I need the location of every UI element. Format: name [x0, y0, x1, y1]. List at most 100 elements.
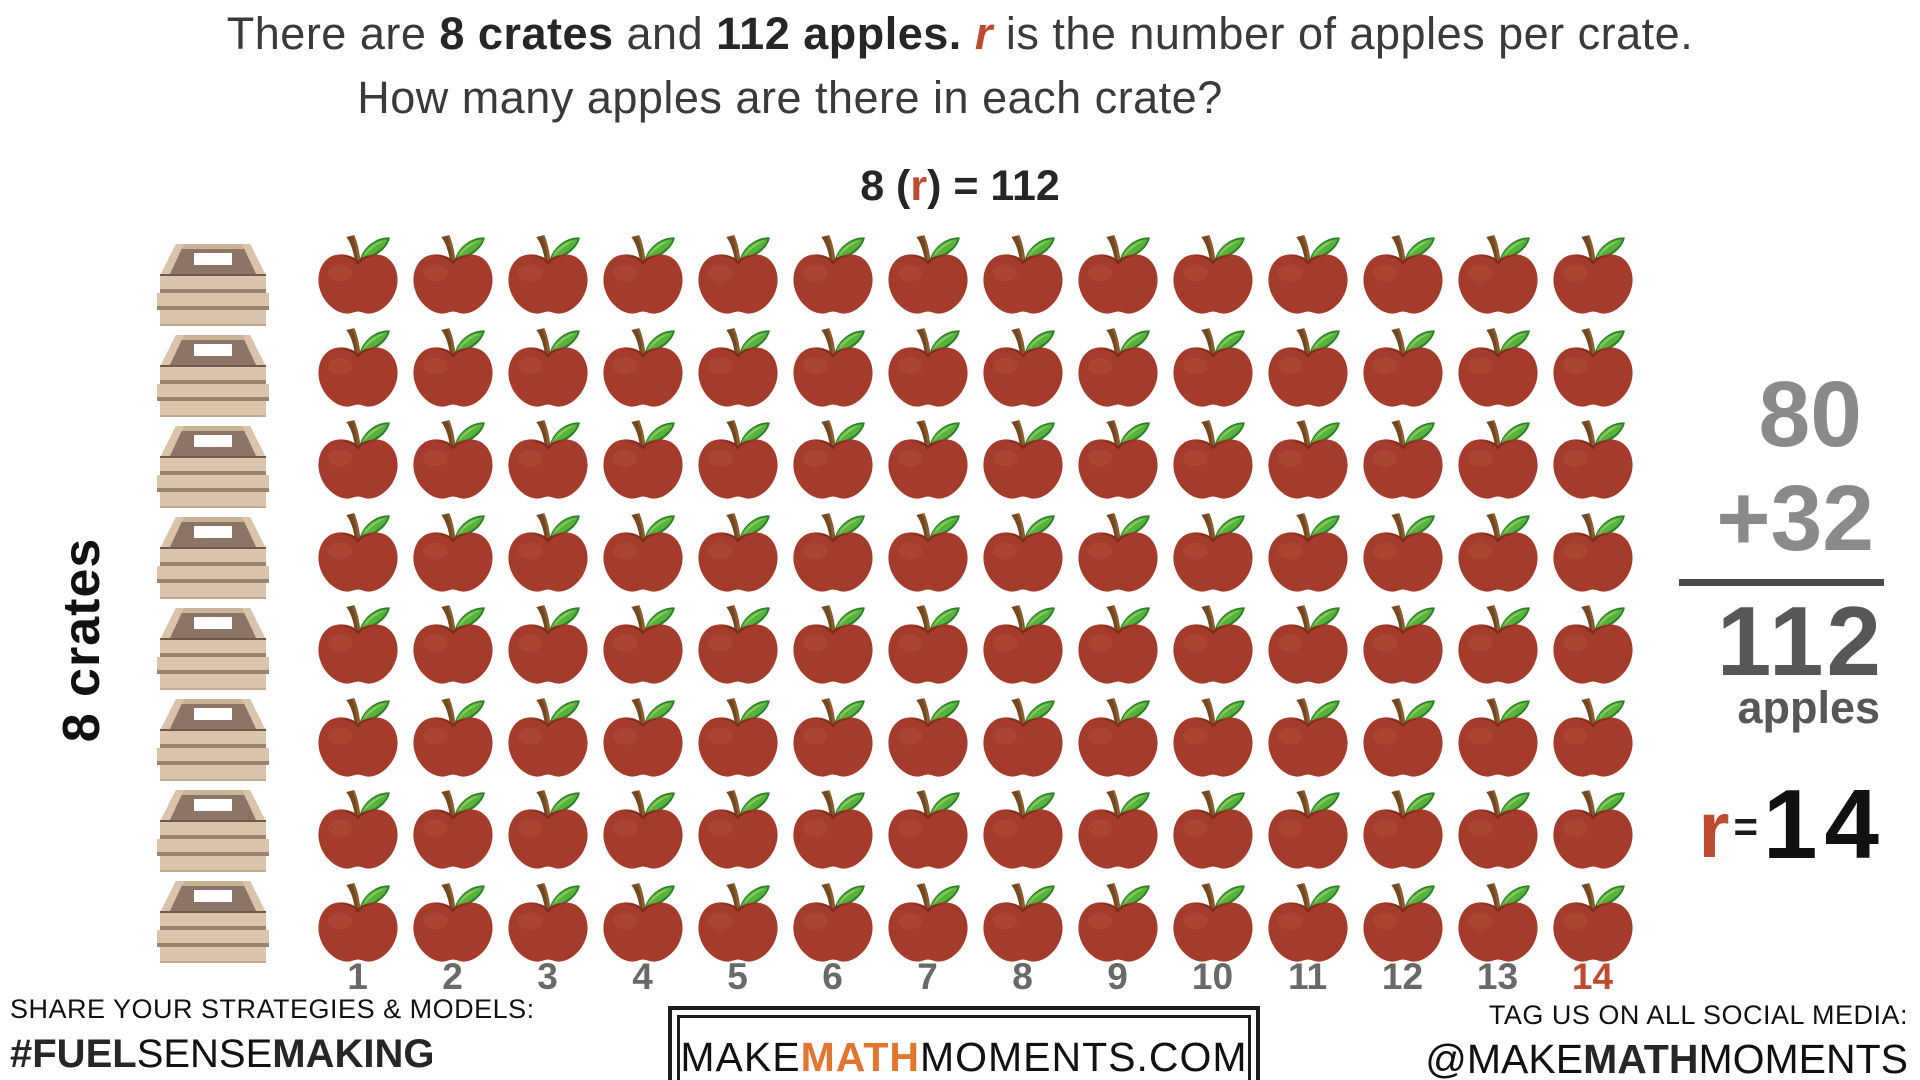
apple-cell: [1355, 506, 1450, 599]
apple-icon: [412, 882, 493, 962]
apple-icon: [317, 882, 398, 962]
apple-cell: [595, 598, 690, 691]
apple-cell: [785, 228, 880, 321]
apple-cell: [405, 321, 500, 414]
crate-icon: [157, 335, 269, 417]
sum-112: 112: [1716, 585, 1884, 696]
apple-cell: [595, 691, 690, 784]
apple-cell: [1070, 228, 1165, 321]
apple-icon: [1077, 512, 1158, 592]
apple-cell: [1070, 783, 1165, 876]
apple-icon: [982, 882, 1063, 962]
apple-cell: [975, 876, 1070, 969]
apple-cell: [1545, 506, 1640, 599]
apple-icon: [1552, 235, 1633, 314]
column-number: 5: [727, 956, 748, 997]
apple-cell: [1450, 413, 1545, 506]
apple-cell: [1450, 506, 1545, 599]
apple-icon: [792, 420, 873, 499]
apple-icon: [1457, 327, 1538, 407]
apple-cell: [785, 321, 880, 414]
apple-cell: [1260, 506, 1355, 599]
apple-icon: [1172, 327, 1253, 407]
apple-icon: [1457, 420, 1538, 499]
apple-icon: [887, 420, 968, 499]
crates-column: [155, 242, 271, 963]
apple-cell: [310, 783, 405, 876]
apple-cell: [1545, 691, 1640, 784]
column-number: 14: [1571, 956, 1614, 997]
apple-icon: [1077, 605, 1158, 684]
apple-icon: [982, 327, 1063, 407]
apple-cell: [1165, 506, 1260, 599]
apple-row: [310, 228, 1640, 321]
column-number: 10: [1191, 956, 1234, 997]
apple-icon: [887, 235, 968, 314]
apple-icon: [412, 697, 493, 777]
column-number: 9: [1107, 956, 1128, 997]
column-number: 2: [442, 956, 463, 997]
apple-cell: [1070, 506, 1165, 599]
apple-cell: [1545, 876, 1640, 969]
apple-icon: [982, 512, 1063, 592]
apple-icon: [1457, 512, 1538, 592]
apple-cell: [310, 321, 405, 414]
apple-icon: [507, 327, 588, 407]
apple-row: [310, 506, 1640, 599]
apple-icon: [602, 512, 683, 592]
apple-icon: [1077, 882, 1158, 962]
apple-cell: [500, 876, 595, 969]
apple-cell: [880, 598, 975, 691]
apple-cell: [785, 506, 880, 599]
apple-icon: [1552, 327, 1633, 407]
column-number: 12: [1381, 956, 1424, 997]
apple-icon: [317, 790, 398, 869]
apple-icon: [1362, 790, 1443, 869]
apple-icon: [507, 882, 588, 962]
solution-panel: 80 +32 112 apples r = 14: [1640, 362, 1890, 873]
footer-left: SHARE YOUR STRATEGIES & MODELS: #FUELSEN…: [10, 994, 535, 1077]
apple-cell: [1070, 413, 1165, 506]
apple-cell: [1545, 783, 1640, 876]
apple-icon: [1552, 790, 1633, 869]
apple-icon: [602, 882, 683, 962]
apple-icon: [887, 327, 968, 407]
apple-icon: [1457, 697, 1538, 777]
apple-cell: [975, 783, 1070, 876]
apple-cell: [1545, 598, 1640, 691]
apple-cell: [595, 228, 690, 321]
apple-icon: [1077, 327, 1158, 407]
apple-cell: [785, 691, 880, 784]
apple-cell: [690, 598, 785, 691]
addend-80: 80: [1758, 362, 1862, 466]
apple-icon: [1267, 882, 1348, 962]
apple-cell: [785, 876, 880, 969]
sum-line: [1679, 578, 1884, 586]
apple-icon: [792, 605, 873, 684]
apple-cell: [880, 321, 975, 414]
apple-icon: [317, 697, 398, 777]
column-number: 8: [1012, 956, 1033, 997]
apple-cell: [310, 228, 405, 321]
apple-icon: [317, 327, 398, 407]
apple-icon: [982, 235, 1063, 314]
apple-icon: [887, 697, 968, 777]
apple-cell: [1165, 228, 1260, 321]
apple-icon: [1172, 697, 1253, 777]
apple-cell: [690, 783, 785, 876]
apple-row: [310, 413, 1640, 506]
apple-icon: [1172, 605, 1253, 684]
column-numbers: 1 2 3 4 5 6 7 8 9 10 11 12 13 14: [310, 956, 1640, 998]
crate-icon: [157, 608, 269, 690]
apple-cell: [500, 228, 595, 321]
apple-cell: [1355, 413, 1450, 506]
apple-icon: [1362, 697, 1443, 777]
title-line-2: How many apples are there in each crate?: [357, 72, 1223, 123]
apple-icon: [507, 420, 588, 499]
apple-cell: [405, 876, 500, 969]
apple-cell: [690, 876, 785, 969]
apple-cell: [595, 506, 690, 599]
apple-cell: [690, 413, 785, 506]
apple-icon: [602, 235, 683, 314]
apple-icon: [1267, 512, 1348, 592]
